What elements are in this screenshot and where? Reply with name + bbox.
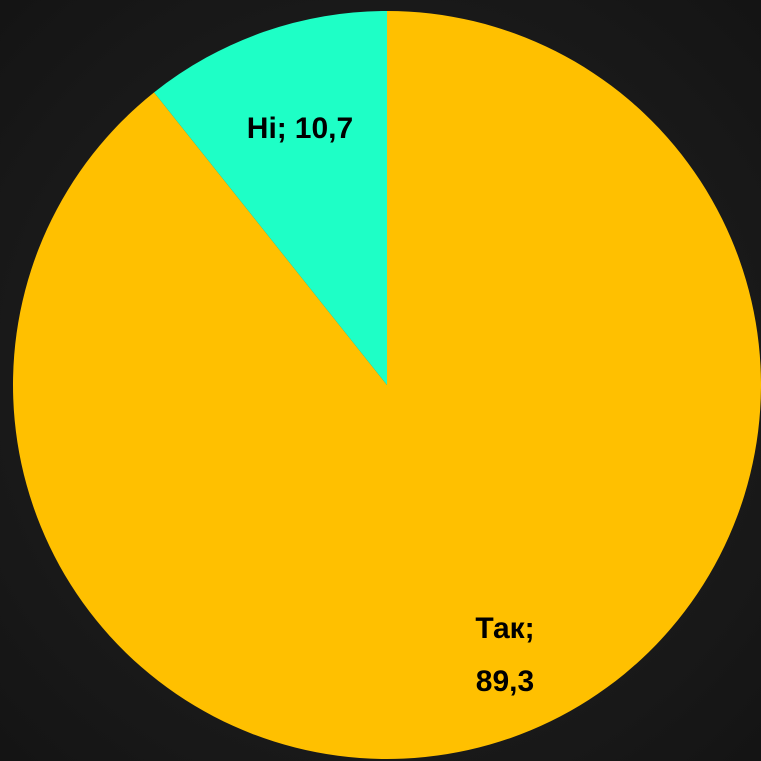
category-label: Ні; [247, 112, 287, 145]
category-label: Так; [475, 612, 534, 645]
data-label: Ні; 10,7 [247, 112, 353, 145]
pie-slice [12, 11, 761, 759]
data-label: Так; 89,3 [475, 612, 534, 698]
value-label: 89,3 [476, 665, 534, 698]
pie [12, 11, 761, 759]
pie-slice [154, 11, 387, 385]
value-label: 10,7 [295, 112, 353, 145]
data-labels: Так; 89,3 Ні; 10,7 [247, 112, 535, 698]
